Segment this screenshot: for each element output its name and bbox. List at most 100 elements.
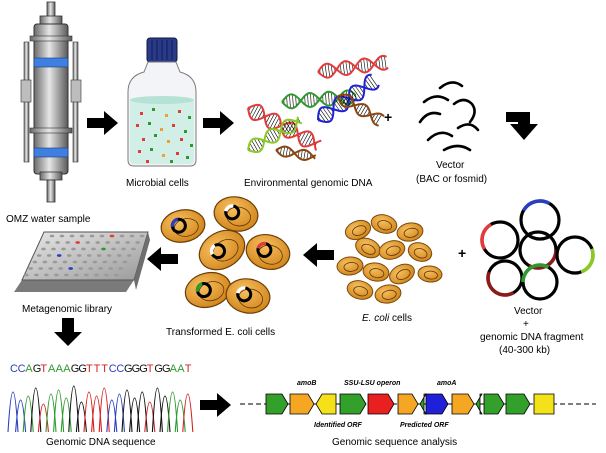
- dna-strand: [247, 103, 322, 148]
- dna-rung: [322, 107, 332, 121]
- plasmid-ring: [195, 282, 212, 299]
- dna-rung: [265, 134, 271, 143]
- plate-well: [24, 273, 29, 277]
- trace-peak: [144, 401, 156, 433]
- culture-bottle-icon: [127, 37, 197, 167]
- microbe-dot: [150, 148, 153, 151]
- cell-nucleoid: [413, 248, 428, 259]
- dna-rung: [334, 98, 344, 112]
- plate-well: [65, 241, 70, 244]
- dna-rung: [272, 117, 280, 129]
- insert-fragment: [521, 199, 551, 212]
- plate-well: [84, 273, 89, 277]
- dna-rung: [282, 146, 286, 157]
- microbe-dot: [184, 130, 187, 133]
- plate-well: [91, 247, 96, 251]
- cell-body: [370, 214, 398, 234]
- dna-rung: [384, 55, 387, 70]
- dna-rung: [303, 150, 306, 161]
- plate-well: [79, 234, 85, 238]
- base-letter: G: [78, 363, 87, 375]
- dna-rung: [253, 106, 262, 121]
- transformed-cell: [184, 271, 232, 309]
- plate-well: [41, 247, 46, 251]
- cell-body: [213, 196, 259, 232]
- dna-rung: [310, 93, 312, 107]
- base-letter: T: [94, 363, 101, 375]
- dna-rung: [381, 56, 384, 70]
- dna-rung: [307, 93, 309, 107]
- plate-well: [55, 241, 60, 244]
- base-letter: G: [132, 363, 141, 375]
- cell-nucleoid: [403, 227, 419, 238]
- plate-well: [105, 241, 110, 244]
- dna-strand: [281, 90, 357, 109]
- base-letter: T: [86, 363, 93, 375]
- sequence-analysis-label: Genomic sequence analysis: [332, 437, 457, 448]
- dna-rung: [313, 94, 315, 106]
- water-sampler-icon: [20, 1, 82, 203]
- dna-rung: [292, 94, 294, 109]
- ecoli-rest: cells: [389, 313, 412, 324]
- plate-well: [62, 260, 68, 264]
- dna-rung: [349, 88, 359, 101]
- arrow-left-icon: [147, 247, 178, 271]
- dna-rung: [289, 94, 291, 109]
- microbe-dot: [160, 128, 163, 131]
- dna-strand: [317, 57, 389, 77]
- plate-well: [111, 247, 116, 251]
- microbe-dot: [142, 138, 145, 141]
- dna-rung: [288, 148, 291, 157]
- ecoli-cell: [346, 280, 374, 300]
- plate-well: [28, 267, 33, 270]
- microbe-dot: [188, 116, 191, 119]
- dna-rung: [285, 122, 294, 138]
- dna-rung: [360, 59, 363, 72]
- plasmid-insert: [236, 286, 246, 294]
- cell-nucleoid: [361, 243, 376, 255]
- cell-body: [417, 265, 443, 283]
- gene-label-predicted: Predicted ORF: [400, 422, 449, 429]
- cell-body: [336, 256, 364, 276]
- plate-well: [49, 234, 55, 238]
- plate-well: [96, 254, 102, 257]
- cell-nucleoid: [353, 286, 369, 297]
- arrow-right-icon: [203, 111, 234, 135]
- cell-body: [346, 280, 374, 300]
- dna-rung: [359, 105, 367, 116]
- plate-well: [125, 241, 130, 244]
- dna-rung: [284, 120, 293, 133]
- plasmid-insert: [256, 241, 267, 249]
- dna-rung: [269, 129, 277, 142]
- trace-peak: [60, 397, 72, 433]
- dna-rung: [257, 109, 264, 120]
- plate-well: [76, 254, 82, 257]
- microbe-dot: [136, 124, 139, 127]
- plate-well: [66, 254, 72, 257]
- base-letter: A: [25, 363, 33, 375]
- dna-rung: [251, 104, 259, 119]
- cell-body: [396, 222, 424, 242]
- base-letter: G: [71, 363, 80, 375]
- plate-well: [92, 260, 98, 264]
- gene-orf: [451, 393, 475, 415]
- plate-well: [51, 247, 56, 251]
- plus-sign: +: [384, 109, 392, 125]
- dna-rung: [366, 76, 377, 90]
- transformed-cell: [160, 209, 206, 243]
- dna-rung: [272, 128, 279, 140]
- cell-nucleoid: [385, 245, 401, 256]
- trace-peak: [91, 395, 103, 433]
- dna-strand: [281, 89, 357, 110]
- gene-label-identified: Identified ORF: [314, 422, 363, 429]
- trace-peak: [68, 385, 80, 433]
- dna-rung: [347, 99, 353, 107]
- plate-well: [34, 273, 39, 277]
- base-letter: C: [18, 363, 26, 375]
- microbe-dot: [167, 140, 170, 143]
- dna-rung: [363, 107, 369, 117]
- dna-strand: [317, 54, 387, 79]
- plate-well: [119, 234, 125, 238]
- base-letter: A: [56, 363, 64, 375]
- dna-strand: [275, 148, 316, 160]
